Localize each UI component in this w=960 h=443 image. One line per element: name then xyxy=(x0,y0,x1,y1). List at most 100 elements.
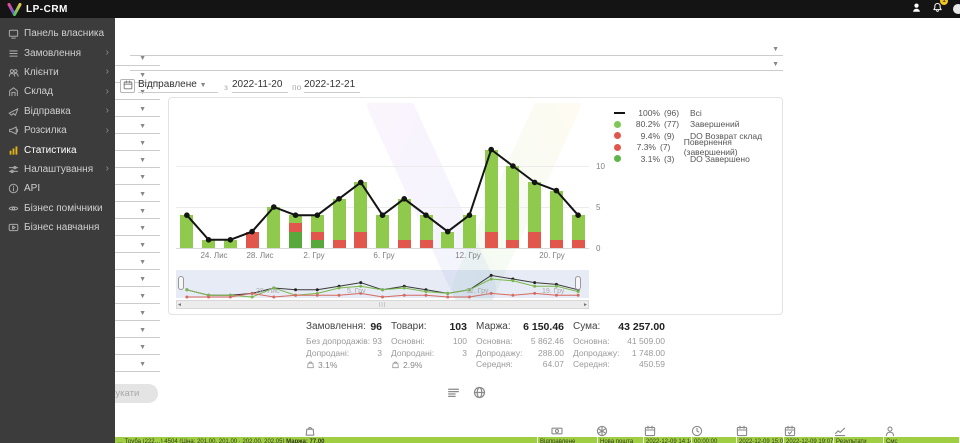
bar-segment xyxy=(419,215,433,240)
side-filter-select-16[interactable]: ▼ xyxy=(95,305,160,321)
column-header-calendar-check-icon[interactable] xyxy=(784,424,796,442)
chevron-right-icon: › xyxy=(105,124,109,136)
bar-segment xyxy=(310,215,324,232)
side-filter-select-13[interactable]: ▼ xyxy=(95,254,160,270)
chevron-down-icon: ▼ xyxy=(772,61,779,68)
avatar[interactable] xyxy=(953,4,960,14)
order-cell: Смс xyxy=(884,437,960,443)
sidebar-item-orders[interactable]: Замовлення › xyxy=(0,43,115,62)
side-filter-select-1[interactable]: ▼ xyxy=(95,50,160,66)
bar-segment xyxy=(506,166,520,240)
bar-segment xyxy=(528,231,542,248)
bar-segment xyxy=(180,215,194,248)
chevron-down-icon: ▼ xyxy=(772,46,779,53)
chevron-down-icon: ▼ xyxy=(139,208,146,215)
chevron-right-icon: › xyxy=(105,105,109,117)
navigator-chart[interactable] xyxy=(176,270,589,300)
chevron-down-icon: ▼ xyxy=(199,82,207,89)
user-icon[interactable] xyxy=(911,0,922,18)
bar-segment xyxy=(289,231,303,248)
sidebar-item-label: Налаштування xyxy=(24,163,94,175)
legend-item[interactable]: 100% (96) Всі xyxy=(614,107,779,119)
order-cell: Нова пошта xyxy=(598,437,644,443)
side-filter-select-5[interactable]: ▼ xyxy=(95,118,160,134)
column-header-calendar-icon[interactable] xyxy=(644,424,656,442)
scrollbar-grip[interactable]: ||| xyxy=(379,301,386,308)
summary-column: Товари: 103 Основні: 100 Допродані: 3 2.9% xyxy=(391,321,467,370)
top-filter-select-1[interactable]: ▼ xyxy=(130,42,783,56)
column-header-chart-icon[interactable] xyxy=(834,424,846,442)
side-filter-select-4[interactable]: ▼ xyxy=(95,101,160,117)
chevron-down-icon: ▼ xyxy=(139,344,146,351)
bar-segment xyxy=(332,198,346,240)
notifications-button[interactable]: 1 xyxy=(932,0,948,18)
column-header-gift-icon[interactable] xyxy=(596,424,608,442)
order-cell: 00:00:00 xyxy=(692,437,737,443)
date-to-input[interactable]: 2022-12-21 xyxy=(304,79,360,93)
bag-icon xyxy=(306,360,315,371)
side-filter-select-15[interactable]: ▼ xyxy=(95,288,160,304)
column-header-bag-icon[interactable] xyxy=(304,424,316,442)
date-from-input[interactable]: 2022-11-20 xyxy=(232,79,288,93)
side-filter-select-17[interactable]: ▼ xyxy=(95,322,160,338)
legend-item[interactable]: 7.3% (7) Повернення (завершений) xyxy=(614,137,779,157)
legend-item[interactable]: 9.4% (9) DO Возврат склад xyxy=(614,130,779,142)
side-filter-select-7[interactable]: ▼ xyxy=(95,152,160,168)
calendar-icon xyxy=(123,77,133,95)
navigator-left-handle[interactable] xyxy=(178,276,184,290)
side-filter-select-8[interactable]: ▼ xyxy=(95,169,160,185)
sidebar-item-label: Бізнес навчання xyxy=(24,222,100,234)
legend-item[interactable]: 80.2% (77) Завершений xyxy=(614,119,779,131)
side-filter-select-11[interactable]: ▼ xyxy=(95,220,160,236)
sidebar-item-statistics[interactable]: Статистика xyxy=(0,140,115,159)
legend-swatch xyxy=(614,111,628,114)
column-header-calendar-icon[interactable] xyxy=(736,424,748,442)
sidebar-item-clients[interactable]: Клієнти › xyxy=(0,63,115,82)
bar-segment xyxy=(484,231,498,248)
sidebar-item-api[interactable]: API xyxy=(0,179,115,198)
column-header-person-icon[interactable] xyxy=(884,424,896,442)
side-filter-select-12[interactable]: ▼ xyxy=(95,237,160,253)
assistants-icon xyxy=(8,203,24,214)
column-header-clock-icon[interactable] xyxy=(691,424,703,442)
sidebar-item-mailing[interactable]: Розсилка › xyxy=(0,121,115,140)
sidebar-item-label: Склад xyxy=(24,86,53,98)
chevron-down-icon: ▼ xyxy=(139,225,146,232)
sidebar-item-warehouse[interactable]: Склад › xyxy=(0,82,115,101)
legend-swatch xyxy=(614,143,627,151)
side-filter-select-9[interactable]: ▼ xyxy=(95,186,160,202)
navigator-scrollbar[interactable]: ◄ ||| ► xyxy=(176,300,589,309)
sidebar-item-training[interactable]: Бізнес навчання xyxy=(0,218,115,237)
bar-segment xyxy=(376,215,389,248)
legend-item[interactable]: 3.1% (3) DO Завершено xyxy=(614,153,779,165)
side-filter-select-19[interactable]: ▼ xyxy=(95,356,160,372)
sidebar-item-shipping[interactable]: Відправка › xyxy=(0,102,115,121)
calendar-button[interactable] xyxy=(120,79,135,93)
bar-segment xyxy=(528,182,542,232)
order-row-completed[interactable]: … Труба (222…) 4504 (Ціна: 201.00, 201.0… xyxy=(115,437,960,443)
legend-swatch xyxy=(614,120,628,128)
table-view-icon[interactable] xyxy=(447,386,460,404)
mailing-icon xyxy=(8,125,24,136)
clients-icon xyxy=(8,67,24,78)
sidebar-item-assistants[interactable]: Бізнес помічники xyxy=(0,199,115,218)
sidebar-item-owner-panel[interactable]: Панель власника xyxy=(0,24,115,43)
side-filter-select-6[interactable]: ▼ xyxy=(95,135,160,151)
top-filter-select-2[interactable]: ▼ xyxy=(130,57,783,71)
to-label: по xyxy=(292,82,302,92)
sidebar-item-settings[interactable]: Налаштування › xyxy=(0,160,115,179)
navigator-right-handle[interactable] xyxy=(575,276,581,290)
scroll-right-arrow[interactable]: ► xyxy=(583,301,588,308)
brand-logo[interactable]: LP-CRM xyxy=(0,2,68,16)
sidebar-item-label: Відправка xyxy=(24,105,71,117)
bar-segment xyxy=(419,239,433,248)
side-filter-select-10[interactable]: ▼ xyxy=(95,203,160,219)
scroll-left-arrow[interactable]: ◄ xyxy=(177,301,182,308)
status-filter-select[interactable]: Відправлене ▼ xyxy=(138,79,218,93)
column-header-banknote-icon[interactable] xyxy=(551,424,563,442)
side-filter-select-18[interactable]: ▼ xyxy=(95,339,160,355)
globe-view-icon[interactable] xyxy=(473,386,486,404)
sidebar: Панель власника Замовлення › Клієнти › Склад ›… xyxy=(0,18,115,443)
summary-totals: Замовлення: 96 Без допродажів: 93 Допродані:… xyxy=(306,321,665,371)
side-filter-select-14[interactable]: ▼ xyxy=(95,271,160,287)
